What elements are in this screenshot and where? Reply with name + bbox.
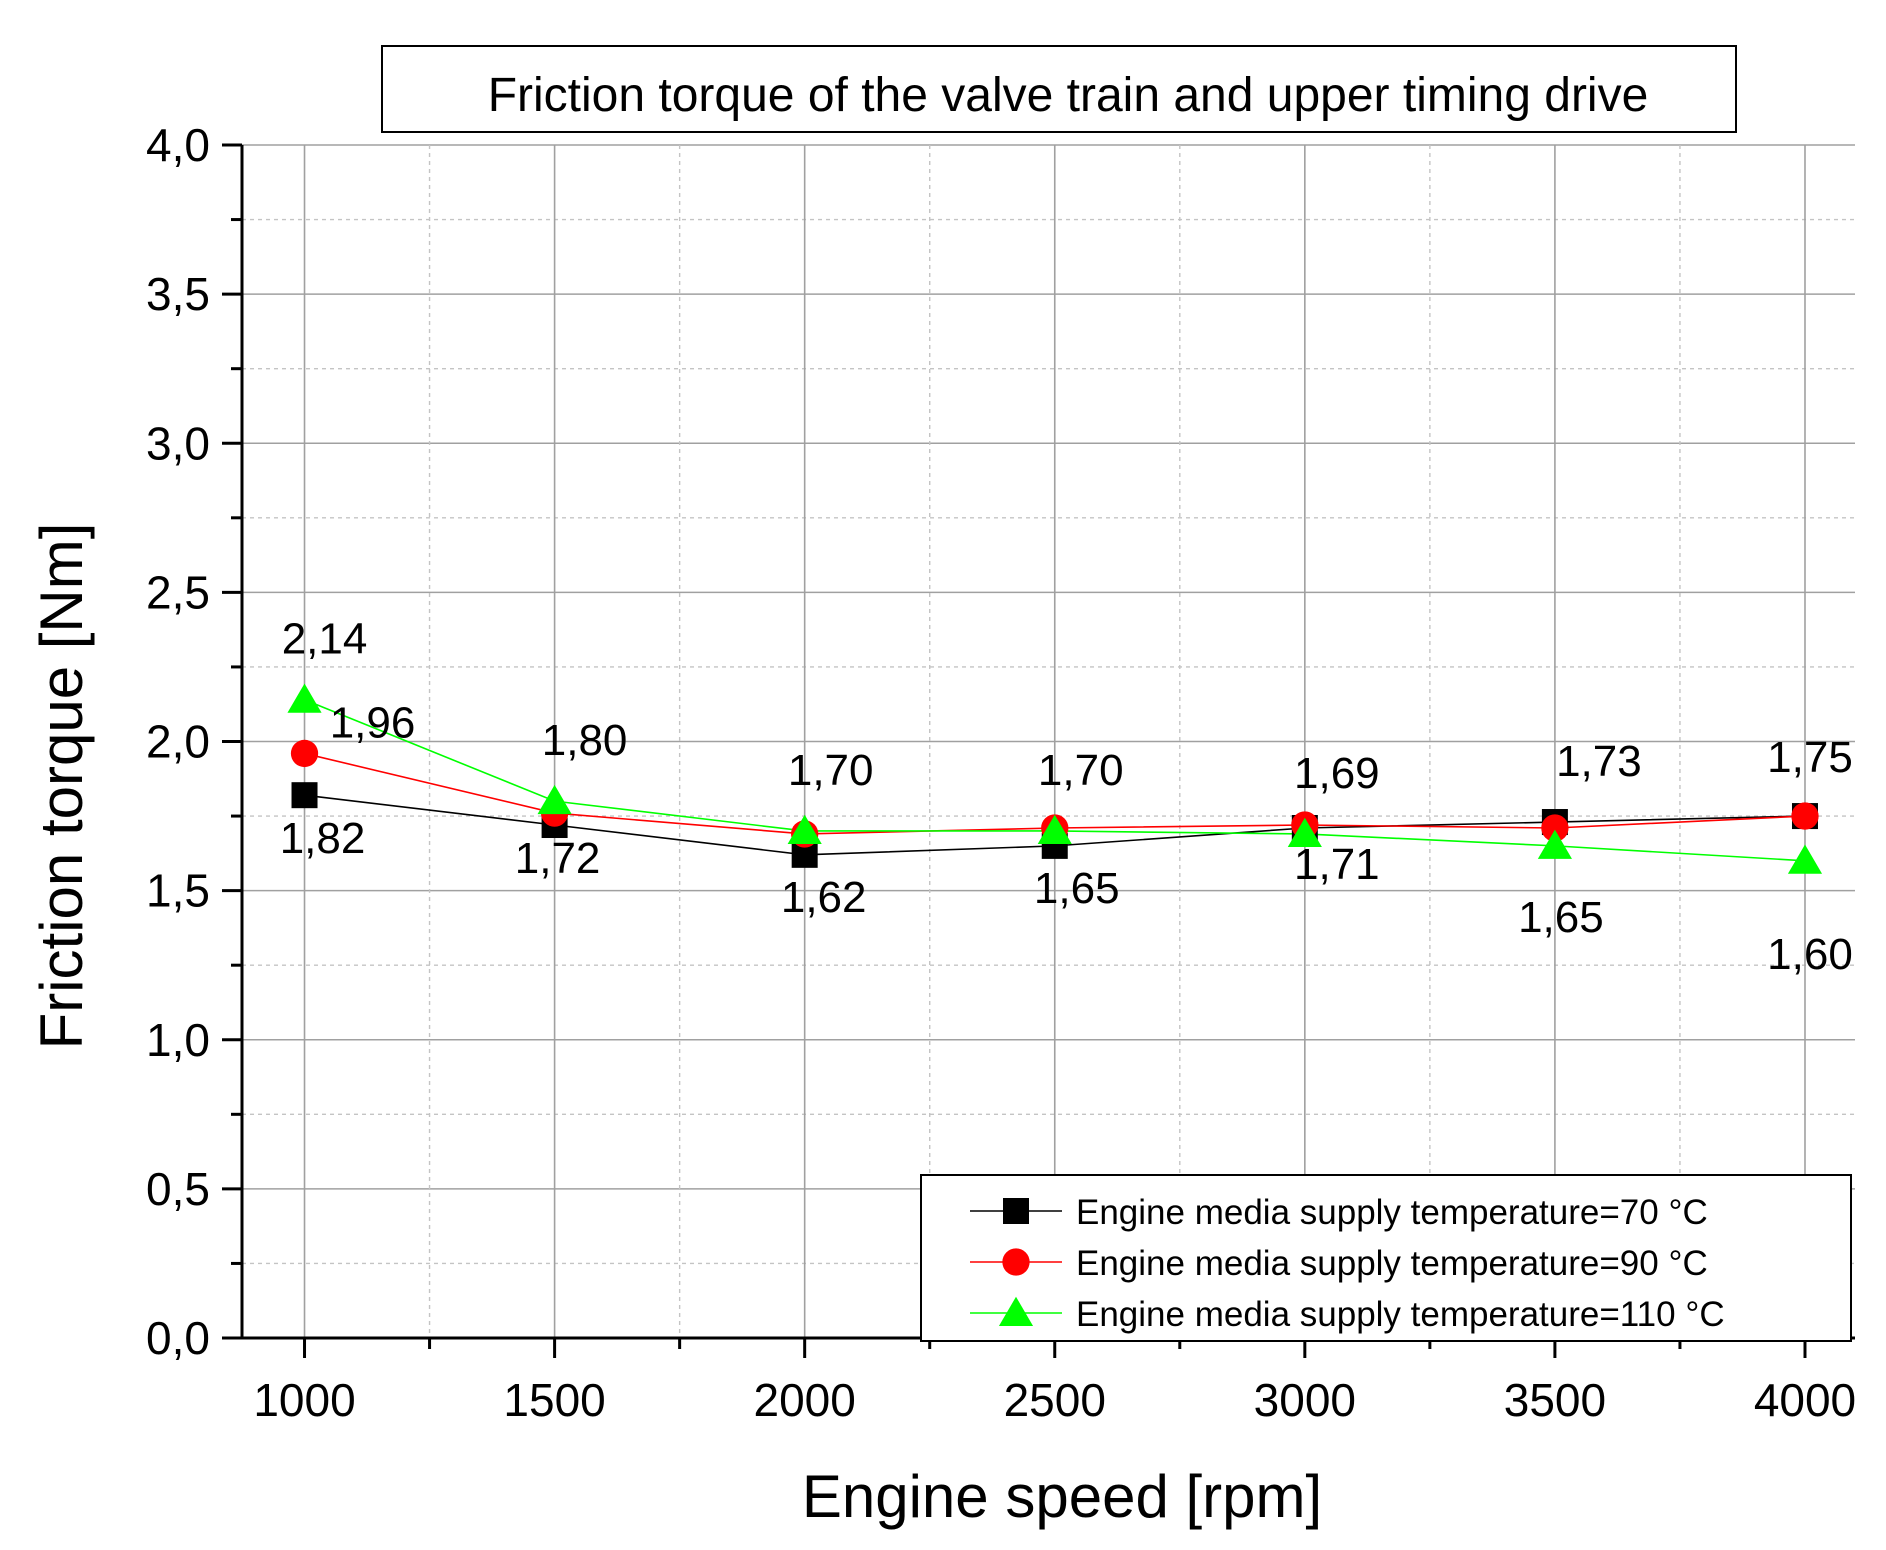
data-point	[1791, 802, 1819, 830]
y-tick-label: 1,5	[146, 865, 210, 917]
y-tick-label: 3,5	[146, 268, 210, 320]
y-tick-label: 4,0	[146, 119, 210, 171]
data-label: 2,14	[282, 615, 368, 664]
x-tick-label: 3500	[1504, 1374, 1606, 1426]
data-labels: 2,14 1,96 1,82 1,80 1,72 1,70 1,62 1,70 1,65 1,69…	[280, 615, 1853, 979]
x-tick-label: 4000	[1754, 1374, 1856, 1426]
data-label: 1,70	[788, 746, 874, 795]
data-label: 1,69	[1294, 749, 1380, 798]
data-point	[537, 784, 572, 815]
data-label: 1,62	[781, 873, 867, 922]
data-label: 1,73	[1556, 737, 1642, 786]
data-point	[1537, 829, 1572, 859]
data-point	[291, 782, 318, 809]
y-tick-label: 3,0	[146, 417, 210, 469]
y-tick-label: 0,0	[146, 1312, 210, 1364]
x-tick-label: 2000	[754, 1374, 856, 1426]
tick-labels: 0,0 0,5 1,0 1,5 2,0 2,5 3,0 3,5 4,0 1000 1500 2000 2…	[146, 119, 1856, 1426]
data-point	[287, 683, 322, 713]
data-point	[1787, 844, 1823, 874]
data-label: 1,65	[1518, 893, 1604, 942]
legend-marker	[1003, 1198, 1029, 1224]
chart-title: Friction torque of the valve train and u…	[488, 69, 1649, 122]
data-label: 1,96	[330, 698, 416, 747]
legend-label: Engine media supply temperature=110 °C	[1076, 1295, 1725, 1334]
legend-label: Engine media supply temperature=90 °C	[1076, 1244, 1708, 1283]
data-label: 1,70	[1038, 746, 1124, 795]
data-label: 1,65	[1034, 864, 1120, 913]
legend-marker	[998, 1296, 1034, 1326]
legend-label: Engine media supply temperature=70 °C	[1076, 1193, 1708, 1232]
x-tick-label: 3000	[1254, 1374, 1356, 1426]
y-tick-label: 2,0	[146, 716, 210, 768]
data-point	[1541, 814, 1569, 842]
data-label: 1,72	[515, 834, 601, 883]
y-tick-label: 1,0	[146, 1014, 210, 1066]
title-box	[381, 45, 1737, 133]
data-point	[1287, 817, 1322, 847]
data-label: 1,75	[1767, 733, 1853, 782]
legend: Engine media supply temperature=70 °C Eng…	[920, 1174, 1852, 1342]
y-tick-label: 2,5	[146, 566, 210, 618]
data-point	[290, 739, 319, 768]
y-tick-label: 0,5	[146, 1163, 210, 1215]
data-label: 1,80	[542, 716, 628, 765]
data-label: 1,60	[1767, 930, 1853, 979]
data-point	[787, 814, 822, 844]
legend-box	[920, 1174, 1852, 1342]
y-axis-title: Friction torque [Nm]	[28, 523, 95, 1050]
data-point	[1037, 814, 1072, 844]
data-label: 1,82	[280, 814, 366, 863]
x-tick-label: 1500	[503, 1374, 605, 1426]
x-axis-title: Engine speed [rpm]	[802, 1463, 1322, 1530]
series-markers	[287, 683, 1823, 874]
x-tick-label: 2500	[1004, 1374, 1106, 1426]
x-tick-label: 1000	[253, 1374, 355, 1426]
data-label: 1,71	[1294, 840, 1380, 889]
legend-marker	[1002, 1248, 1030, 1276]
